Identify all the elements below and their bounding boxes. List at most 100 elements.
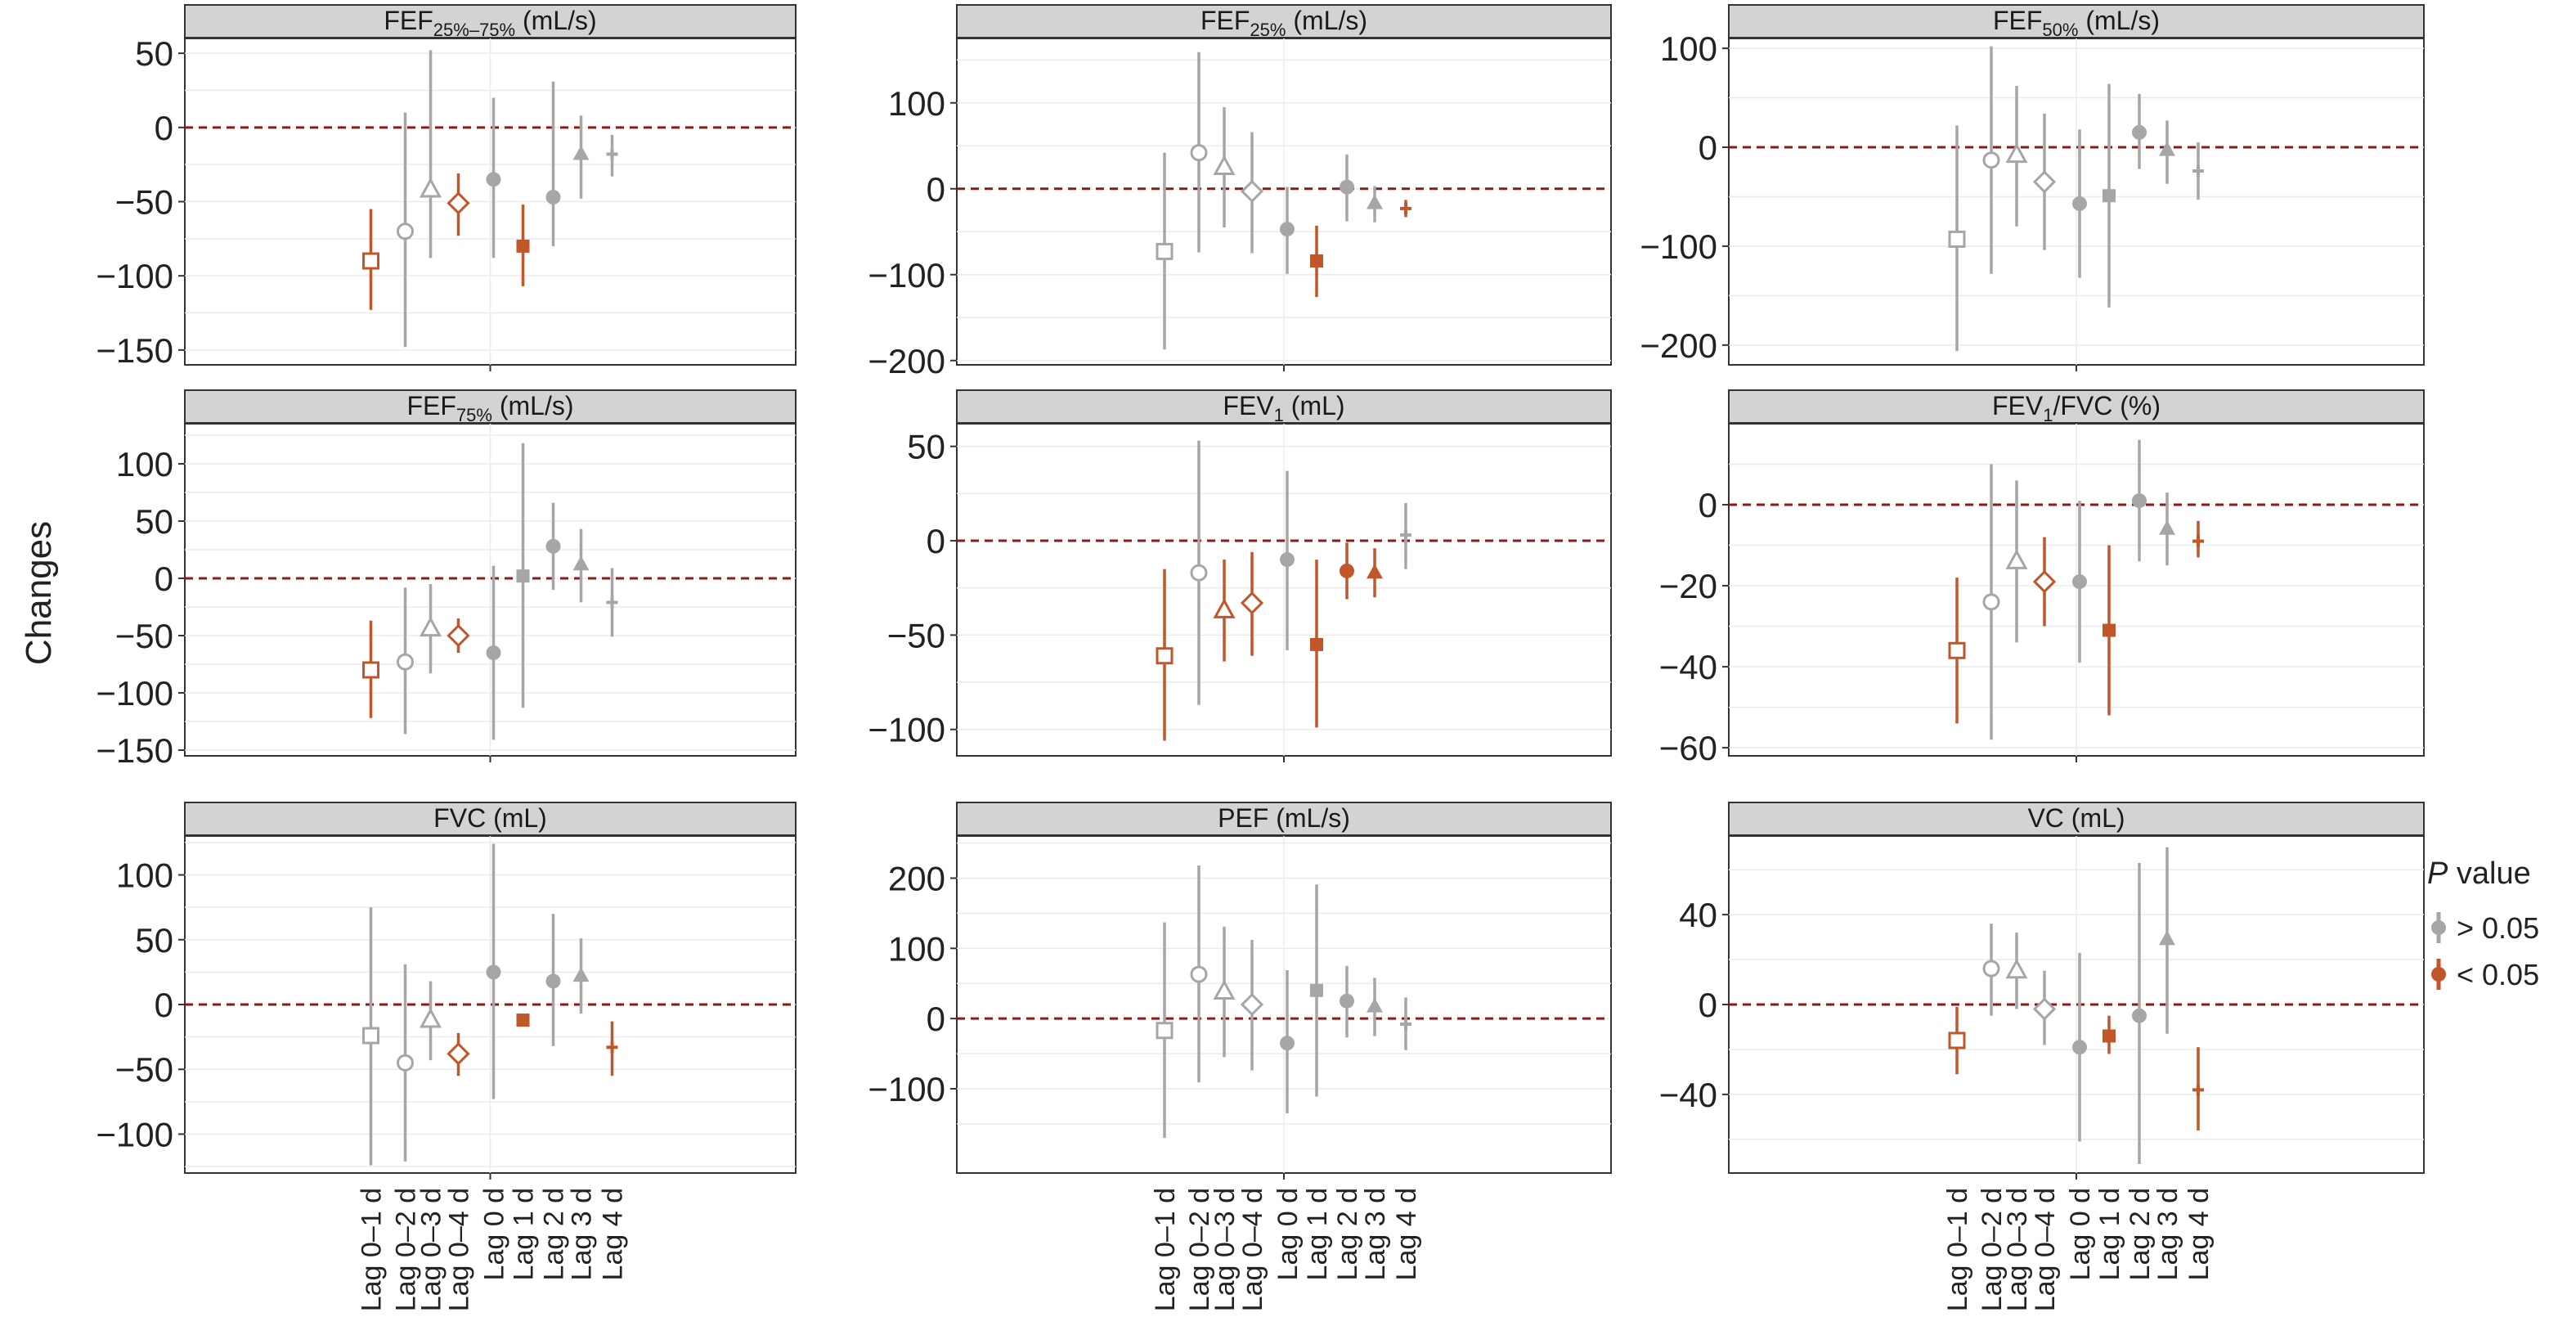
point-estimate (2072, 196, 2087, 211)
x-tick-label: Lag 3 d (567, 1188, 598, 1280)
x-tick-label: Lag 1 d (509, 1188, 540, 1280)
data-point (1156, 569, 1174, 741)
point-estimate (1190, 144, 1208, 162)
y-tick-label: −100 (868, 1070, 945, 1108)
data-point (2159, 492, 2175, 566)
point-estimate (2192, 535, 2204, 547)
point-estimate (1400, 529, 1411, 542)
y-tick-label: 50 (135, 502, 173, 541)
data-point (1400, 200, 1411, 218)
data-point (2072, 501, 2087, 663)
data-point (1310, 560, 1323, 728)
panel-title: FEF25%–75% (mL/s) (384, 6, 596, 40)
y-tick-label: −20 (1659, 567, 1717, 605)
data-point (362, 907, 379, 1166)
point-estimate (545, 973, 561, 989)
point-estimate (1213, 979, 1236, 1000)
y-tick-label: 50 (907, 428, 945, 466)
data-point (1240, 940, 1264, 1071)
x-tick-label: Lag 2 d (2125, 1188, 2156, 1280)
x-tick-label: Lag 0–3 d (2002, 1188, 2033, 1311)
y-tick-label: 100 (116, 445, 173, 483)
x-tick-label: Lag 0–1 d (1150, 1188, 1181, 1311)
data-point (1367, 186, 1383, 222)
y-tick-label: −100 (1640, 227, 1717, 266)
data-point (572, 528, 590, 603)
y-tick-label: 100 (888, 84, 945, 123)
y-tick-label: −200 (868, 342, 945, 380)
point-estimate (2103, 189, 2116, 203)
point-estimate (362, 1027, 379, 1045)
point-estimate (447, 1042, 470, 1066)
x-tick-label: Lag 2 d (1332, 1188, 1363, 1280)
point-estimate (2132, 124, 2147, 140)
point-estimate (419, 616, 442, 637)
panel-title: VC (mL) (2027, 803, 2125, 833)
point-estimate (486, 645, 501, 660)
data-point (545, 81, 561, 246)
point-estimate (362, 252, 379, 270)
point-estimate (2159, 519, 2175, 535)
point-estimate (1310, 983, 1323, 997)
x-tick-label: Lag 0–1 d (1942, 1188, 1973, 1311)
x-tick-label: Lag 0 d (1272, 1188, 1304, 1280)
legend-key-significant (2431, 959, 2446, 990)
data-point (1310, 884, 1323, 1097)
data-point (2132, 862, 2147, 1165)
panel-strip (184, 4, 797, 38)
data-point (447, 173, 470, 236)
point-estimate (1156, 242, 1174, 260)
point-estimate (2159, 141, 2175, 156)
x-tick-label: Lag 4 d (1391, 1188, 1422, 1280)
data-point (1213, 107, 1236, 227)
data-point (397, 587, 414, 735)
data-point (447, 618, 470, 653)
data-point (1982, 46, 2000, 274)
point-estimate (545, 190, 561, 205)
panel: FEF50% (mL/s) 100 0 −100 −200 (1640, 4, 2425, 371)
point-estimate (2103, 623, 2116, 637)
point-estimate (1280, 552, 1295, 568)
data-point (2072, 129, 2087, 278)
data-point (2032, 970, 2057, 1045)
data-point (1280, 969, 1295, 1114)
panel-strip (184, 389, 797, 424)
point-estimate (2072, 1040, 2087, 1055)
point-estimate (545, 538, 561, 554)
y-tick-label: 0 (1699, 128, 1717, 167)
y-tick-label: −100 (868, 256, 945, 294)
data-point (572, 115, 590, 199)
point-estimate (1367, 564, 1383, 579)
data-point (2132, 93, 2147, 169)
data-point (1280, 470, 1295, 650)
panel-title: FEF75% (mL/s) (406, 391, 573, 425)
point-estimate (397, 1054, 414, 1072)
point-estimate (572, 967, 590, 982)
y-tick-label: −40 (1659, 648, 1717, 686)
point-estimate (2032, 997, 2057, 1021)
point-estimate (2032, 170, 2057, 194)
y-tick-label: −150 (96, 731, 173, 770)
x-tick-label: Lag 3 d (2152, 1188, 2183, 1280)
point-estimate (516, 239, 530, 253)
data-point (486, 843, 501, 1099)
point-estimate (447, 191, 470, 215)
data-point (572, 938, 590, 1014)
data-point (2192, 142, 2204, 200)
y-tick-label: 0 (927, 1000, 945, 1038)
legend-label-significant: < 0.05 (2457, 958, 2539, 991)
data-point (606, 1021, 618, 1077)
data-point (516, 205, 530, 286)
point-estimate (2103, 1029, 2116, 1043)
point-estimate (1982, 593, 2000, 611)
x-tick-label: Lag 0 d (2065, 1188, 2096, 1280)
point-estimate (2132, 493, 2147, 509)
point-estimate (2192, 1084, 2204, 1096)
data-point (1948, 1006, 1966, 1075)
y-tick-label: −150 (96, 331, 173, 370)
data-point (606, 134, 618, 177)
data-point (2032, 113, 2057, 250)
y-tick-label: −100 (96, 674, 173, 712)
